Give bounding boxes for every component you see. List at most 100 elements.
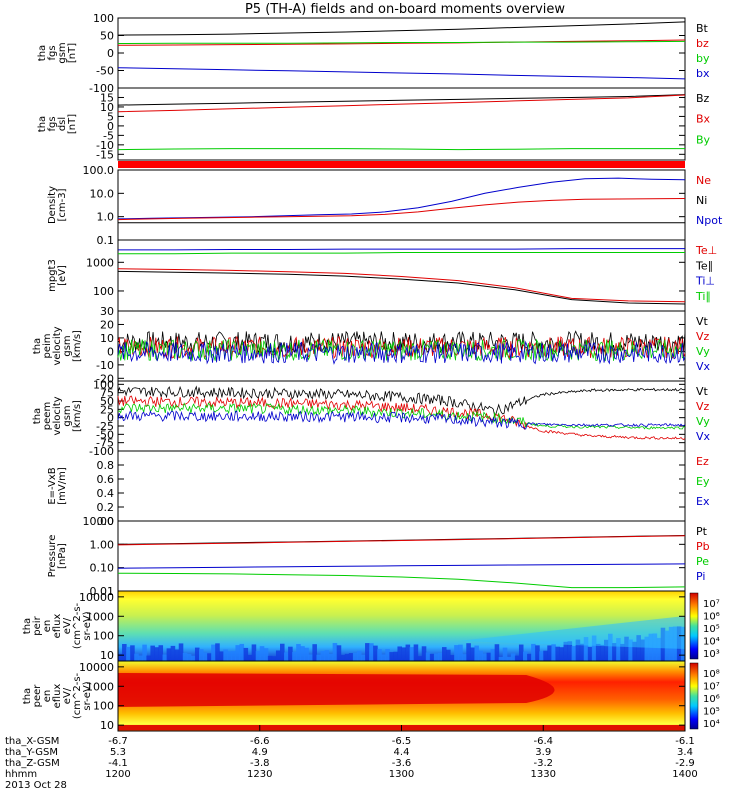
spectrogram-cell bbox=[551, 644, 556, 661]
spectrogram-cell bbox=[284, 652, 289, 661]
colorbar-tick-label: 10⁵ bbox=[703, 707, 720, 718]
colorbar-tick-label: 10⁶ bbox=[703, 612, 720, 623]
spectrogram-cell bbox=[369, 643, 374, 661]
ephemeris-value: 5.3 bbox=[110, 747, 126, 758]
spectrogram-cell bbox=[620, 643, 625, 661]
spectrogram-cell bbox=[458, 644, 463, 661]
spectrogram-cell bbox=[425, 652, 431, 661]
series-line-vz bbox=[117, 395, 686, 440]
ephemeris-row-label: tha_Y-GSM bbox=[5, 747, 58, 758]
y-axis-label: sr-eV) bbox=[82, 681, 93, 710]
spectrogram-cell bbox=[628, 639, 633, 661]
spectrogram-cell bbox=[227, 651, 232, 661]
spectrogram-cell bbox=[142, 644, 147, 661]
y-axis-label: peem bbox=[42, 402, 53, 430]
spectrogram-cell bbox=[178, 643, 184, 661]
y-axis-label: E=-VxB bbox=[47, 467, 58, 504]
colorbar-tick-label: 10⁵ bbox=[703, 624, 720, 635]
y-axis-label: fgs bbox=[47, 45, 58, 60]
y-axis-label: dsl bbox=[57, 117, 68, 131]
series-line-ti⊥ bbox=[118, 248, 685, 251]
y-tick-label: 10 bbox=[100, 332, 114, 345]
spectrogram-cell bbox=[417, 656, 423, 661]
ephemeris-value: 3.9 bbox=[535, 747, 551, 758]
y-axis-label: eflux bbox=[52, 684, 63, 709]
y-tick-label: 1000 bbox=[86, 256, 114, 269]
legend-label: Vx bbox=[696, 360, 711, 373]
legend-label: bx bbox=[696, 67, 710, 80]
spectrogram-cell bbox=[312, 644, 317, 661]
y-axis-label: [km/s] bbox=[72, 330, 83, 362]
ephemeris-value: 3.4 bbox=[677, 747, 693, 758]
panel-frame bbox=[117, 87, 686, 161]
y-tick-label: 100 bbox=[93, 630, 114, 643]
spectrogram-cell bbox=[336, 645, 342, 661]
y-axis-label: tha bbox=[22, 688, 33, 704]
spectrogram-cell bbox=[421, 646, 427, 661]
colorbar-tick-label: 10⁴ bbox=[703, 719, 720, 730]
y-tick-label: 50 bbox=[100, 30, 114, 43]
legend-label: Ex bbox=[696, 495, 710, 508]
y-tick-label: 0.4 bbox=[97, 487, 115, 500]
spectrogram-cell bbox=[474, 645, 479, 661]
spectrogram-cell bbox=[531, 643, 536, 661]
legend-label: Ti∥ bbox=[695, 290, 711, 303]
legend-label: Pt bbox=[696, 525, 708, 538]
colorbar bbox=[689, 662, 699, 730]
spectrogram-cell bbox=[494, 644, 500, 661]
y-tick-label: 0 bbox=[107, 412, 114, 425]
y-tick-label: 5 bbox=[107, 110, 114, 123]
spectrogram-cell bbox=[300, 646, 305, 661]
legend-label: Pi bbox=[696, 570, 705, 583]
y-axis-label: Density bbox=[47, 186, 58, 224]
series-line-te⊥ bbox=[117, 268, 686, 303]
y-tick-label: 0.2 bbox=[97, 501, 115, 514]
y-tick-label: -20 bbox=[96, 372, 114, 385]
spectrogram-cell bbox=[280, 643, 285, 661]
ephemeris-row-label: hhmm bbox=[5, 769, 37, 780]
spectrogram-cell bbox=[199, 649, 204, 661]
y-tick-label: 25 bbox=[100, 403, 114, 416]
spectrogram-cell bbox=[194, 647, 200, 661]
spectrogram-cell bbox=[450, 655, 455, 661]
y-tick-label: 100.0 bbox=[83, 164, 115, 177]
spectrogram-cell bbox=[243, 647, 249, 661]
series-line-by bbox=[117, 40, 686, 44]
spectrogram-cell bbox=[267, 655, 273, 661]
y-tick-label: 1.0 bbox=[97, 211, 115, 224]
spectrogram-cell bbox=[292, 651, 297, 661]
y-axis-label: gsm bbox=[57, 42, 68, 63]
spectrogram-cell bbox=[385, 649, 390, 661]
spectrogram-cell bbox=[571, 645, 577, 661]
spectrogram-cell bbox=[555, 646, 560, 661]
legend-label: Npot bbox=[696, 214, 723, 227]
spectrogram-cell bbox=[510, 653, 516, 661]
spectrogram-cell bbox=[535, 645, 540, 661]
legend-label: Vy bbox=[696, 345, 710, 358]
ephemeris-row-label: tha_X-GSM bbox=[5, 736, 59, 747]
ephemeris-value: 1200 bbox=[105, 769, 130, 780]
y-tick-label: 0.1 bbox=[97, 234, 115, 247]
y-axis-label: gsm bbox=[62, 335, 73, 356]
colorbar-tick-label: 10⁸ bbox=[703, 669, 720, 680]
y-axis-label: [nPa] bbox=[57, 543, 68, 569]
series-line-pe bbox=[117, 572, 686, 589]
y-tick-label: 0.10 bbox=[90, 562, 115, 575]
y-axis-label: [mV/m] bbox=[57, 467, 68, 505]
spectrogram-cell bbox=[170, 645, 176, 661]
spectrogram-cell bbox=[454, 645, 459, 661]
spectrogram-cell bbox=[138, 655, 143, 661]
spectrogram-cell bbox=[308, 654, 313, 661]
legend-label: Pb bbox=[696, 540, 710, 553]
spectrogram-cell bbox=[247, 654, 253, 661]
y-tick-label: -50 bbox=[96, 65, 114, 78]
spectrogram-cell bbox=[203, 652, 208, 661]
spectrogram-cell bbox=[437, 652, 443, 661]
series-line-bx bbox=[117, 94, 686, 113]
spectrogram-cell bbox=[563, 641, 569, 661]
y-tick-label: 50 bbox=[100, 395, 114, 408]
spectrogram-cell bbox=[373, 645, 378, 661]
series-line-vy bbox=[117, 402, 686, 430]
